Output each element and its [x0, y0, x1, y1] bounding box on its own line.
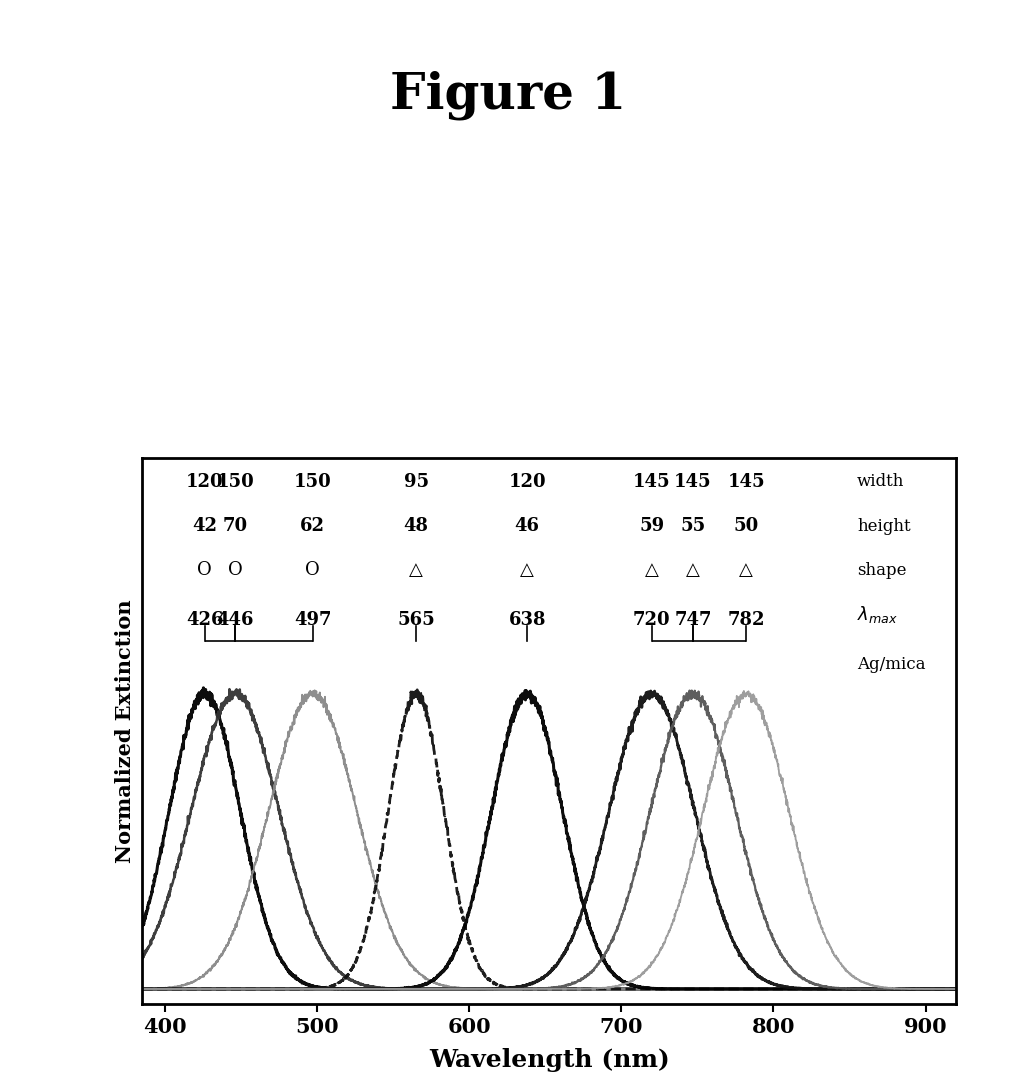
Text: 48: 48	[404, 517, 428, 535]
Text: △: △	[685, 561, 700, 579]
Text: 446: 446	[217, 611, 254, 630]
Text: 42: 42	[192, 517, 218, 535]
Text: 145: 145	[633, 472, 670, 491]
Text: 120: 120	[508, 472, 546, 491]
Text: 565: 565	[398, 611, 435, 630]
Text: 46: 46	[515, 517, 540, 535]
Text: 55: 55	[680, 517, 706, 535]
Text: 70: 70	[223, 517, 248, 535]
Text: 747: 747	[674, 611, 712, 630]
Y-axis label: Normalized Extinction: Normalized Extinction	[116, 599, 135, 863]
Text: 720: 720	[633, 611, 670, 630]
Text: 638: 638	[508, 611, 546, 630]
Text: △: △	[520, 561, 534, 579]
Text: height: height	[857, 517, 911, 535]
Text: 120: 120	[186, 472, 224, 491]
Text: 62: 62	[300, 517, 325, 535]
Text: $\lambda_{max}$: $\lambda_{max}$	[857, 604, 898, 625]
Text: 145: 145	[674, 472, 712, 491]
Text: 95: 95	[404, 472, 429, 491]
Text: O: O	[197, 561, 213, 579]
Text: 782: 782	[727, 611, 765, 630]
Text: O: O	[305, 561, 320, 579]
Text: shape: shape	[857, 562, 906, 578]
Text: 150: 150	[217, 472, 254, 491]
Text: 497: 497	[294, 611, 332, 630]
Text: O: O	[228, 561, 242, 579]
Text: Figure 1: Figure 1	[391, 71, 626, 120]
Text: △: △	[739, 561, 753, 579]
Text: 426: 426	[186, 611, 224, 630]
Text: Ag/mica: Ag/mica	[857, 656, 925, 673]
Text: 50: 50	[733, 517, 759, 535]
Text: width: width	[857, 473, 904, 490]
Text: 145: 145	[727, 472, 765, 491]
Text: 59: 59	[640, 517, 664, 535]
Text: △: △	[645, 561, 659, 579]
Text: △: △	[409, 561, 423, 579]
Text: 150: 150	[294, 472, 332, 491]
X-axis label: Wavelength (nm): Wavelength (nm)	[429, 1048, 669, 1072]
